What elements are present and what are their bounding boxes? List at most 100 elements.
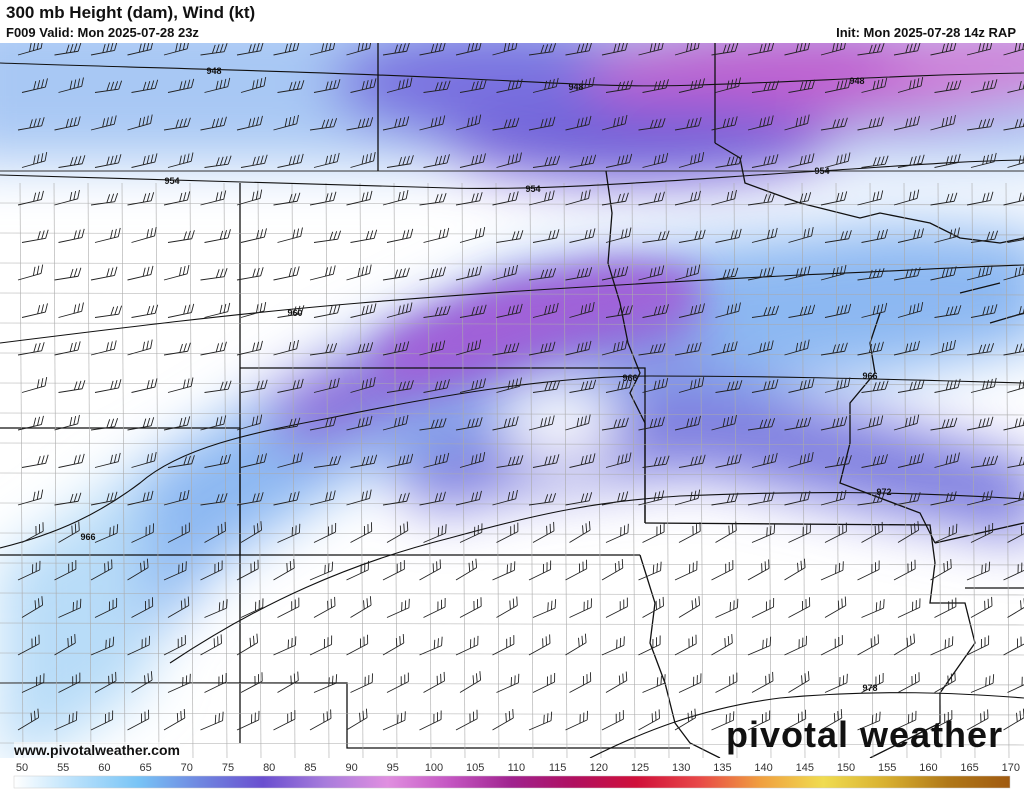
wind-barb (204, 599, 228, 618)
wind-barb (784, 114, 810, 131)
wind-barb (747, 418, 776, 431)
wind-barb (569, 598, 592, 618)
wind-barb (459, 153, 486, 168)
wind-barb (861, 454, 888, 468)
wind-barb (419, 710, 442, 731)
wind-barb (309, 343, 338, 356)
wind-barb (382, 492, 410, 506)
wind-barb (200, 190, 227, 206)
wind-barb (638, 416, 665, 431)
wind-barb (715, 521, 737, 543)
colorbar-tick-label: 145 (796, 762, 814, 774)
wind-barb (496, 230, 524, 243)
wind-barb (934, 153, 961, 168)
wind-barb (346, 708, 368, 731)
wind-barb (934, 523, 958, 543)
wind-barb (711, 414, 737, 431)
wind-barb (459, 523, 483, 543)
wind-barb (277, 227, 303, 243)
wind-barb (277, 305, 305, 318)
wind-barb (897, 453, 924, 468)
wind-barb (934, 452, 960, 468)
website-link[interactable]: www.pivotalweather.com (14, 742, 180, 758)
wind-barb (820, 709, 843, 731)
wind-barb (638, 635, 661, 656)
wind-barb (204, 155, 232, 168)
wind-barb (240, 154, 268, 168)
wind-barb (277, 153, 304, 168)
wind-barb (565, 559, 588, 581)
wind-barb (751, 379, 779, 393)
county-line (0, 652, 1024, 656)
colorbar-tick-label: 165 (960, 762, 978, 774)
wind-barb (350, 229, 378, 243)
wind-barb (642, 596, 664, 618)
wind-barb (1007, 673, 1024, 693)
wind-barb (747, 193, 776, 206)
wind-barb (857, 415, 884, 431)
wind-barb (930, 710, 953, 731)
wind-barb (601, 710, 624, 731)
wind-barb (893, 43, 921, 56)
wind-barb (127, 490, 154, 506)
wind-barb (565, 492, 593, 506)
wind-barb (528, 190, 555, 206)
wind-barb (565, 115, 592, 131)
wind-barb (528, 560, 552, 581)
wind-barb (313, 596, 336, 618)
county-line (0, 382, 1024, 386)
wind-barb (605, 153, 633, 168)
wind-barb (21, 229, 49, 243)
wind-barb (58, 598, 82, 618)
wind-barb (565, 340, 592, 356)
county-line (529, 182, 534, 758)
wind-barb (820, 264, 847, 281)
wind-barb (496, 596, 518, 618)
wind-barb (350, 377, 376, 393)
contour-label: 960 (287, 308, 302, 318)
wind-barb (715, 380, 743, 393)
wind-barb (569, 302, 595, 318)
wind-barb (163, 635, 186, 656)
wind-barb (167, 303, 195, 318)
wind-barb (496, 522, 519, 543)
wind-barb (930, 636, 954, 656)
wind-barb (17, 342, 45, 356)
wind-barb (21, 152, 48, 168)
wind-barb (532, 521, 555, 543)
wind-barb (970, 523, 994, 543)
wind-barb (966, 490, 993, 506)
county-line (189, 182, 194, 758)
wind-barb (496, 455, 524, 468)
wind-barb (824, 78, 852, 93)
wind-barb (820, 117, 848, 131)
wind-barb (204, 380, 232, 393)
wind-barb (167, 152, 194, 168)
wind-barb (569, 453, 596, 468)
wind-barb (313, 230, 342, 243)
wind-barb (236, 115, 263, 131)
wind-barb (751, 227, 778, 243)
wind-barb (346, 560, 369, 581)
wind-barb (893, 267, 921, 281)
wind-barb (309, 416, 337, 431)
wind-barb (423, 671, 445, 693)
wind-barb (532, 599, 557, 618)
county-line (53, 182, 58, 758)
wind-barb (54, 492, 82, 506)
wind-barb (678, 454, 706, 468)
wind-barb (236, 340, 263, 356)
wind-barb (346, 264, 372, 281)
colorbar-tick-label: 170 (1002, 762, 1020, 774)
contour-label: 972 (876, 487, 891, 497)
wind-barb (21, 303, 48, 318)
wind-barb (455, 635, 479, 656)
county-line (563, 182, 568, 758)
wind-barb (861, 229, 888, 243)
wind-barb (820, 342, 848, 356)
wind-barb (565, 633, 587, 656)
wind-barb (496, 303, 523, 318)
wind-barb (459, 304, 487, 318)
wind-barb (496, 673, 520, 693)
wind-barb (532, 229, 560, 243)
